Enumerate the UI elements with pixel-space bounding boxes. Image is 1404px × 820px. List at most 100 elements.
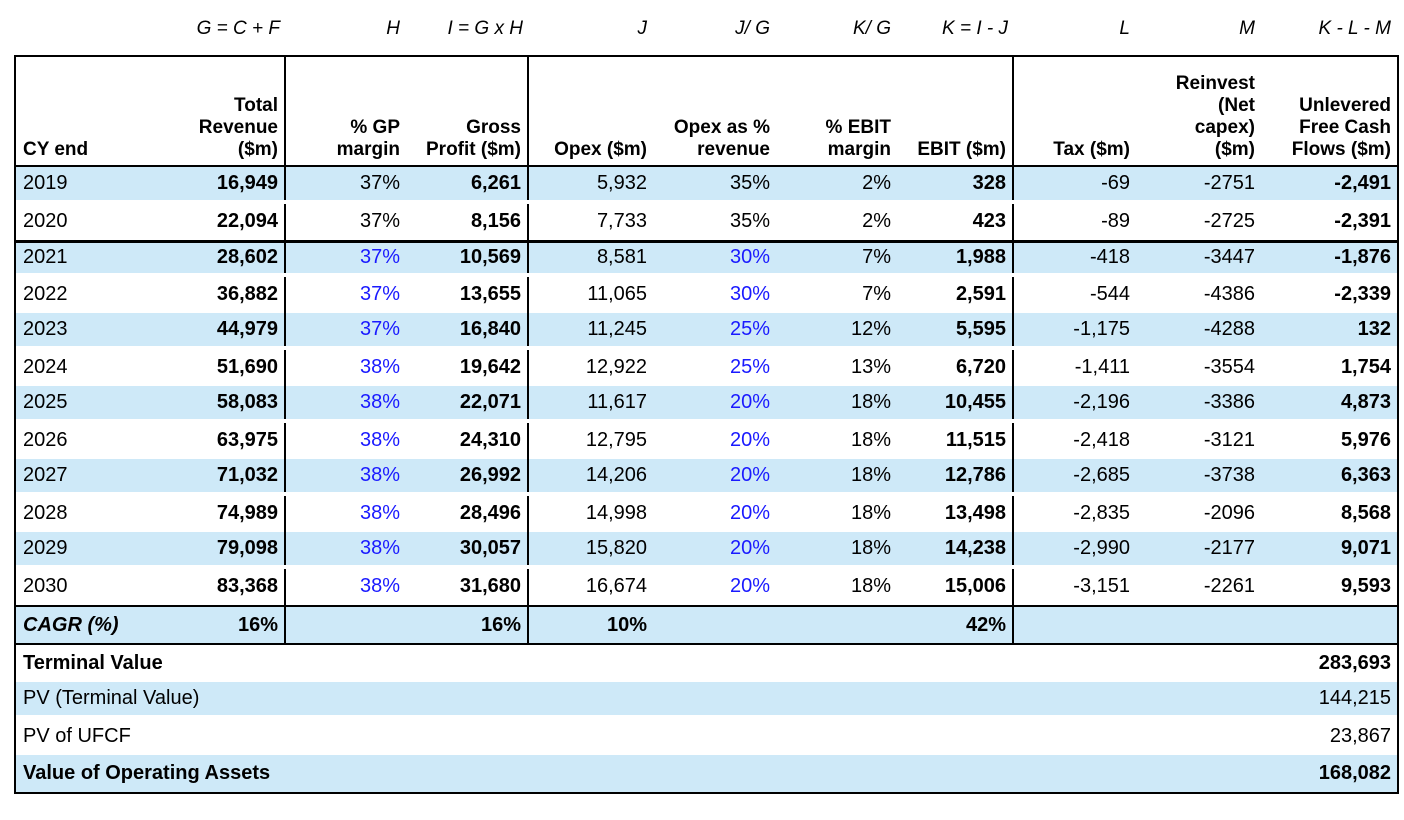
cell-tax[interactable]: -544 — [1089, 283, 1130, 306]
summary-value[interactable]: 144,215 — [1318, 686, 1391, 709]
cell-reinvest[interactable]: -4386 — [1203, 283, 1255, 306]
cell-opex[interactable]: 11,617 — [587, 390, 647, 413]
cell-revenue[interactable]: 58,083 — [131, 386, 286, 419]
cell-opex[interactable]: 15,820 — [585, 536, 647, 559]
cell-ebit[interactable]: 14,238 — [897, 532, 1014, 565]
cell-cagr-empty[interactable] — [1261, 607, 1397, 643]
cell-year[interactable]: 2021 — [23, 246, 68, 269]
cell-year[interactable]: 2027 — [23, 463, 68, 486]
cell-opex[interactable]: 8,581 — [596, 246, 647, 269]
cell-opex-pct[interactable]: 20% — [729, 429, 770, 452]
cell-year[interactable]: 2022 — [23, 283, 68, 306]
cell-tax[interactable]: -3,151 — [1073, 575, 1130, 598]
cell-opex-pct[interactable]: 20% — [729, 536, 770, 559]
cell-reinvest[interactable]: -3121 — [1203, 429, 1255, 452]
cell-ebit[interactable]: 5,595 — [897, 313, 1014, 346]
cell-ufcf[interactable]: 9,071 — [1340, 536, 1391, 559]
cell-reinvest[interactable]: -2751 — [1203, 171, 1255, 194]
formula-cell-ebit[interactable]: K = I - J — [942, 18, 1008, 39]
cell-opex[interactable]: 5,932 — [596, 171, 647, 194]
formula-cell-opex-pct[interactable]: J/ G — [735, 18, 770, 39]
cell-ebit-margin[interactable]: 12% — [850, 317, 891, 340]
cell-ebit[interactable]: 423 — [897, 203, 1014, 240]
formula-cell-opex[interactable]: J — [637, 18, 648, 39]
cell-gross-profit[interactable]: 10,569 — [406, 243, 529, 273]
cell-revenue[interactable]: 28,602 — [131, 243, 286, 273]
cell-tax[interactable]: -89 — [1101, 210, 1130, 233]
cell-gp-margin[interactable]: 37% — [359, 246, 400, 269]
cell-ufcf[interactable]: 1,754 — [1340, 356, 1391, 379]
cell-cagr-empty[interactable] — [1136, 607, 1261, 643]
cell-revenue[interactable]: 83,368 — [131, 568, 286, 605]
cell-ufcf[interactable]: 6,363 — [1340, 463, 1391, 486]
header-reinvest[interactable]: Reinvest (Net capex) ($m) — [1175, 73, 1255, 160]
cell-cagr-empty[interactable] — [653, 607, 776, 643]
cell-ebit[interactable]: 13,498 — [897, 495, 1014, 532]
cell-ebit-margin[interactable]: 2% — [862, 171, 891, 194]
cell-gp-margin[interactable]: 38% — [359, 356, 400, 379]
cell-reinvest[interactable]: -2096 — [1203, 502, 1255, 525]
cell-cagr-empty[interactable] — [1014, 607, 1136, 643]
cell-ebit[interactable]: 6,720 — [897, 349, 1014, 386]
cell-tax[interactable]: -1,411 — [1074, 356, 1130, 379]
cell-gp-margin[interactable]: 37% — [359, 317, 400, 340]
cell-gross-profit[interactable]: 24,310 — [406, 422, 529, 459]
cell-cagr-empty[interactable] — [286, 607, 406, 643]
cell-year[interactable]: 2020 — [23, 210, 68, 233]
header-ufcf[interactable]: Unlevered Free Cash Flows ($m) — [1291, 95, 1391, 160]
cell-year[interactable]: 2026 — [23, 429, 68, 452]
cell-opex[interactable]: 14,206 — [585, 463, 647, 486]
cell-ebit-margin[interactable]: 18% — [850, 536, 891, 559]
header-gross-profit[interactable]: Gross Profit ($m) — [406, 57, 529, 165]
summary-value[interactable]: 168,082 — [1318, 762, 1391, 785]
cell-year[interactable]: 2019 — [23, 171, 68, 194]
cell-ufcf[interactable]: -2,339 — [1334, 283, 1391, 306]
summary-label[interactable]: PV (Terminal Value) — [23, 686, 200, 709]
cell-gp-margin[interactable]: 37% — [359, 171, 400, 194]
header-opex-pct[interactable]: Opex as % revenue — [673, 117, 770, 160]
cell-reinvest[interactable]: -3386 — [1203, 390, 1255, 413]
cell-revenue[interactable]: 44,979 — [131, 313, 286, 346]
cell-reinvest[interactable]: -2261 — [1203, 575, 1255, 598]
cell-opex-pct[interactable]: 25% — [729, 356, 770, 379]
cell-opex[interactable]: 7,733 — [596, 210, 647, 233]
cell-opex-pct[interactable]: 35% — [729, 210, 770, 233]
cell-cagr-gross-profit[interactable]: 16% — [406, 607, 529, 643]
cell-ufcf[interactable]: -1,876 — [1334, 246, 1391, 269]
cell-ebit[interactable]: 15,006 — [897, 568, 1014, 605]
cell-cagr-opex[interactable]: 10% — [606, 613, 647, 636]
cell-tax[interactable]: -2,418 — [1073, 429, 1130, 452]
cell-opex-pct[interactable]: 35% — [729, 171, 770, 194]
header-ebit-margin[interactable]: % EBIT margin — [825, 117, 891, 160]
cell-ebit[interactable]: 1,988 — [897, 243, 1014, 273]
cell-reinvest[interactable]: -2725 — [1203, 210, 1255, 233]
cell-cagr-label[interactable]: CAGR (%) — [23, 613, 119, 636]
cell-ufcf[interactable]: 9,593 — [1340, 575, 1391, 598]
header-gp-margin[interactable]: % GP margin — [336, 117, 400, 160]
cell-cagr-empty[interactable] — [776, 607, 897, 643]
header-cy-end[interactable]: CY end — [23, 139, 89, 160]
cell-ufcf[interactable]: 132 — [1357, 317, 1391, 340]
cell-tax[interactable]: -2,835 — [1073, 502, 1130, 525]
cell-ebit-margin[interactable]: 7% — [862, 246, 891, 269]
cell-gp-margin[interactable]: 38% — [359, 390, 400, 413]
cell-opex-pct[interactable]: 20% — [729, 502, 770, 525]
cell-revenue[interactable]: 22,094 — [131, 203, 286, 240]
header-ebit[interactable]: EBIT ($m) — [897, 57, 1014, 165]
cell-year[interactable]: 2024 — [23, 356, 68, 379]
cell-ebit[interactable]: 2,591 — [897, 276, 1014, 313]
summary-label[interactable]: PV of UFCF — [23, 725, 131, 748]
cell-gross-profit[interactable]: 19,642 — [406, 349, 529, 386]
header-tax[interactable]: Tax ($m) — [1053, 139, 1130, 160]
cell-reinvest[interactable]: -3554 — [1203, 356, 1255, 379]
cell-gross-profit[interactable]: 28,496 — [406, 495, 529, 532]
cell-tax[interactable]: -1,175 — [1073, 317, 1130, 340]
cell-ebit-margin[interactable]: 18% — [850, 575, 891, 598]
cell-reinvest[interactable]: -2177 — [1203, 536, 1255, 559]
cell-revenue[interactable]: 63,975 — [131, 422, 286, 459]
formula-cell-ebit-margin[interactable]: K/ G — [852, 18, 891, 39]
cell-ebit-margin[interactable]: 18% — [850, 390, 891, 413]
summary-label[interactable]: Terminal Value — [23, 651, 163, 674]
cell-opex[interactable]: 16,674 — [585, 575, 647, 598]
cell-revenue[interactable]: 36,882 — [131, 276, 286, 313]
